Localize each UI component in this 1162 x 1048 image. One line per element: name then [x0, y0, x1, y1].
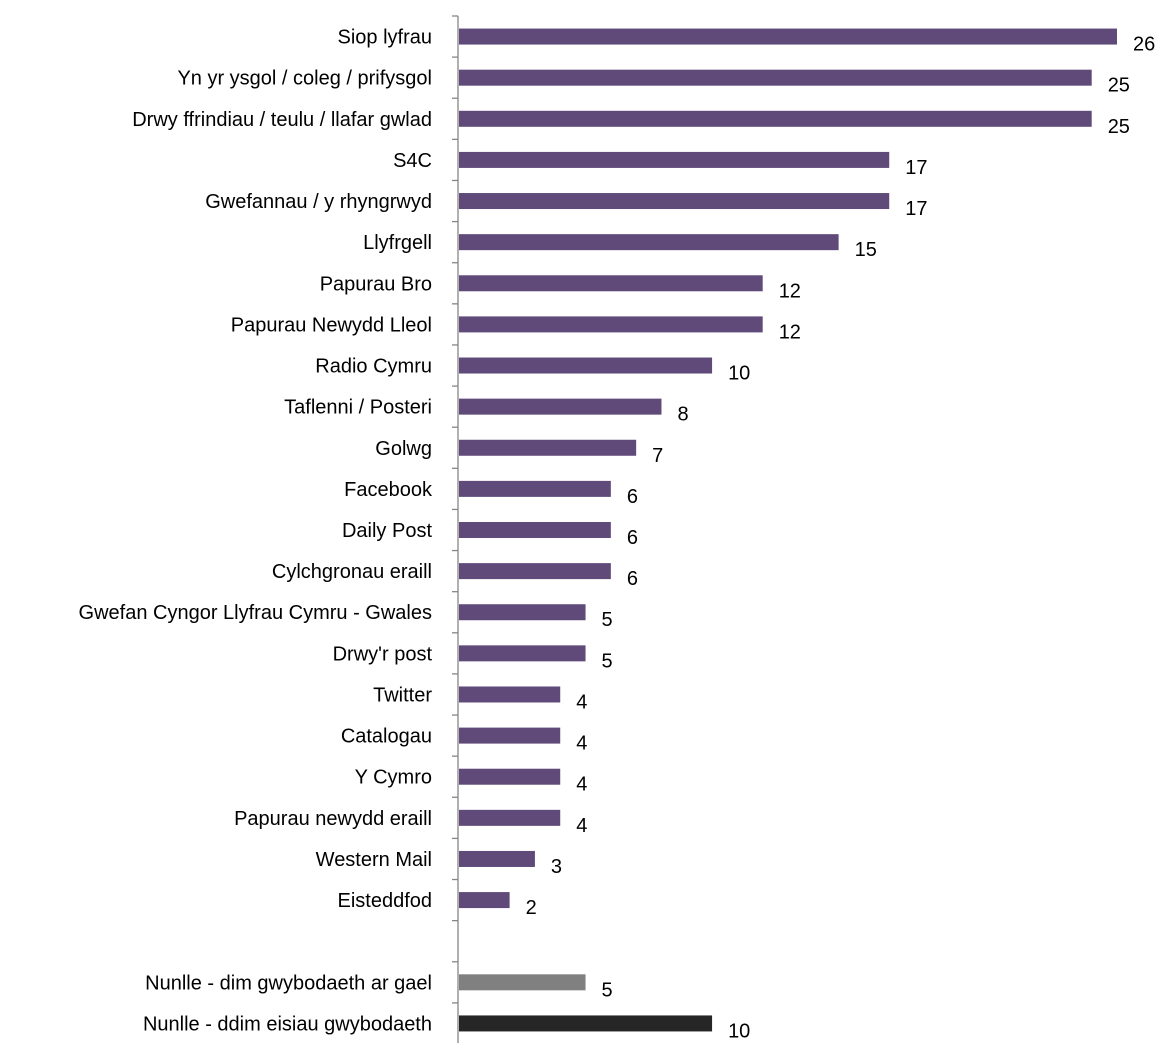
bar	[459, 563, 611, 580]
category-label: Yn yr ysgol / coleg / prifysgol	[177, 68, 432, 90]
bar	[459, 357, 713, 374]
category-label: Drwy ffrindiau / teulu / llafar gwlad	[132, 109, 432, 131]
category-label: Golwg	[375, 438, 432, 460]
bar	[459, 110, 1092, 127]
category-label: S4C	[393, 150, 432, 172]
bar	[459, 480, 611, 497]
category-label: Daily Post	[342, 520, 432, 542]
category-label: Gwefannau / y rhyngrwyd	[205, 191, 432, 213]
category-label: Nunlle - dim gwybodaeth ar gael	[145, 972, 432, 994]
bar	[459, 234, 839, 251]
category-label: Papurau newydd eraill	[234, 808, 432, 830]
data-label: 4	[576, 691, 587, 713]
bar	[459, 193, 890, 210]
category-label: Y Cymro	[355, 767, 432, 789]
category-label: Radio Cymru	[315, 356, 432, 378]
data-label: 12	[779, 321, 801, 343]
bar	[459, 522, 611, 538]
bar	[459, 604, 586, 621]
data-label: 5	[602, 979, 613, 1001]
bar	[459, 892, 510, 909]
data-label: 8	[677, 404, 688, 426]
bar	[459, 316, 763, 333]
bar	[459, 151, 890, 168]
category-label: Siop lyfrau	[338, 27, 433, 49]
data-label: 17	[905, 198, 927, 220]
category-label: Gwefan Cyngor Llyfrau Cymru - Gwales	[79, 602, 432, 624]
data-label: 5	[602, 650, 613, 672]
category-label: Cylchgronau eraill	[272, 561, 432, 583]
category-label: Papurau Newydd Lleol	[231, 314, 432, 336]
bar	[459, 28, 1117, 45]
category-label: Catalogau	[341, 726, 432, 748]
data-label: 7	[652, 445, 663, 467]
data-label: 2	[526, 897, 537, 919]
data-label: 4	[576, 815, 587, 837]
category-label: Eisteddfod	[337, 890, 432, 912]
bar	[459, 768, 561, 785]
data-label: 25	[1108, 116, 1130, 138]
data-label: 3	[551, 856, 562, 878]
bar	[459, 398, 662, 415]
bar	[459, 645, 586, 662]
category-label: Nunlle - ddim eisiau gwybodaeth	[143, 1013, 432, 1035]
bar	[459, 439, 637, 456]
bar	[459, 727, 561, 744]
data-label: 10	[728, 363, 750, 385]
data-label: 17	[905, 157, 927, 179]
data-label: 10	[728, 1020, 750, 1042]
category-label: Taflenni / Posteri	[284, 397, 432, 419]
data-label: 26	[1133, 34, 1155, 56]
category-label: Western Mail	[316, 849, 432, 871]
data-label: 5	[602, 609, 613, 631]
data-label: 12	[779, 280, 801, 302]
category-label: Twitter	[373, 684, 432, 706]
data-label: 4	[576, 733, 587, 755]
bar	[459, 275, 763, 292]
bar	[459, 1015, 713, 1032]
data-label: 25	[1108, 75, 1130, 97]
data-label: 6	[627, 568, 638, 590]
data-label: 15	[855, 239, 877, 261]
category-label: Papurau Bro	[320, 273, 432, 295]
bar	[459, 69, 1092, 86]
bar	[459, 850, 535, 867]
category-label: Facebook	[344, 479, 433, 501]
bar	[459, 686, 561, 703]
data-label: 4	[576, 774, 587, 796]
bar	[459, 974, 586, 991]
category-label: Llyfrgell	[363, 232, 432, 254]
bar	[459, 809, 561, 826]
data-label: 6	[627, 527, 638, 549]
category-label: Drwy'r post	[333, 643, 433, 665]
data-label: 6	[627, 486, 638, 508]
